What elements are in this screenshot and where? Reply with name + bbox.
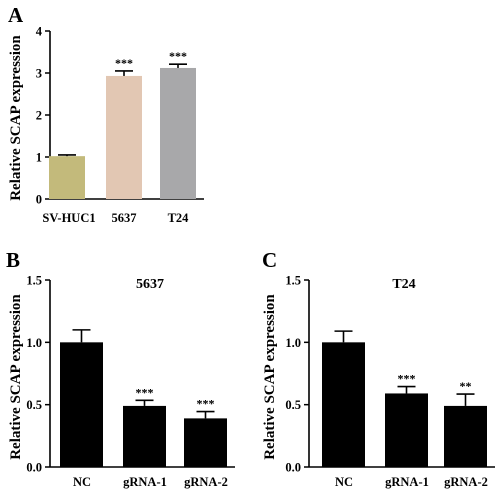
y-tick-label: 1 [36,151,42,165]
bar [123,405,166,467]
category-label: gRNA-2 [184,475,228,489]
panel-b-plot: 0.0 0.5 1.0 1.5 NC *** gRNA-1 *** gRNA-2 [26,274,235,489]
panel-letter-a: A [8,3,24,27]
y-tick-label: 1.5 [26,274,42,288]
y-tick-label: 0 [36,193,42,207]
y-tick-label: 4 [36,25,43,39]
category-label: SV-HUC1 [42,211,95,225]
panel-a: A Relative SCAP expression 0 1 2 3 4 SV-HUC1 *… [8,3,204,225]
y-tick-label: 0.0 [285,461,301,475]
y-tick-label: 2 [36,109,42,123]
y-tick-label: 1.0 [285,336,301,350]
category-label: T24 [168,211,190,225]
panel-b-y-axis-label: Relative SCAP expression [8,294,24,460]
significance-label: ** [460,379,472,393]
panel-c-title: T24 [392,277,415,292]
category-label: NC [73,475,91,489]
significance-label: *** [115,56,133,70]
significance-label: *** [136,385,154,399]
panel-a-y-axis-label: Relative SCAP expression [8,35,24,201]
y-tick-label: 1.5 [285,274,301,288]
bar [60,342,103,467]
y-tick-label: 3 [36,67,42,81]
y-tick-label: 0.0 [26,461,42,475]
panel-letter-b: B [6,248,20,272]
bar [49,156,85,199]
bar [106,75,142,199]
y-tick-label: 0.5 [285,398,301,412]
bar [184,418,227,467]
significance-label: *** [169,49,187,63]
panel-a-plot: 0 1 2 3 4 SV-HUC1 *** 5637 *** T24 [36,25,204,225]
category-label: NC [335,475,353,489]
bar [160,67,196,200]
bar [385,393,428,467]
bar [322,342,365,467]
category-label: 5637 [112,211,137,225]
category-label: gRNA-2 [444,475,488,489]
significance-label: *** [398,372,416,386]
category-label: gRNA-1 [123,475,167,489]
y-tick-label: 1.0 [26,336,42,350]
panel-c-y-axis-label: Relative SCAP expression [262,294,278,460]
panel-c: C T24 Relative SCAP expression 0.0 0.5 1.0… [262,248,495,489]
category-label: gRNA-1 [385,475,429,489]
y-tick-label: 0.5 [26,398,42,412]
panel-b-title: 5637 [136,277,164,292]
panel-c-plot: 0.0 0.5 1.0 1.5 NC *** gRNA-1 ** gRNA-2 [285,274,495,489]
panel-letter-c: C [262,248,277,272]
bar [444,405,487,467]
panel-b: B 5637 Relative SCAP expression 0.0 0.5 1.… [6,248,235,489]
significance-label: *** [197,397,215,411]
